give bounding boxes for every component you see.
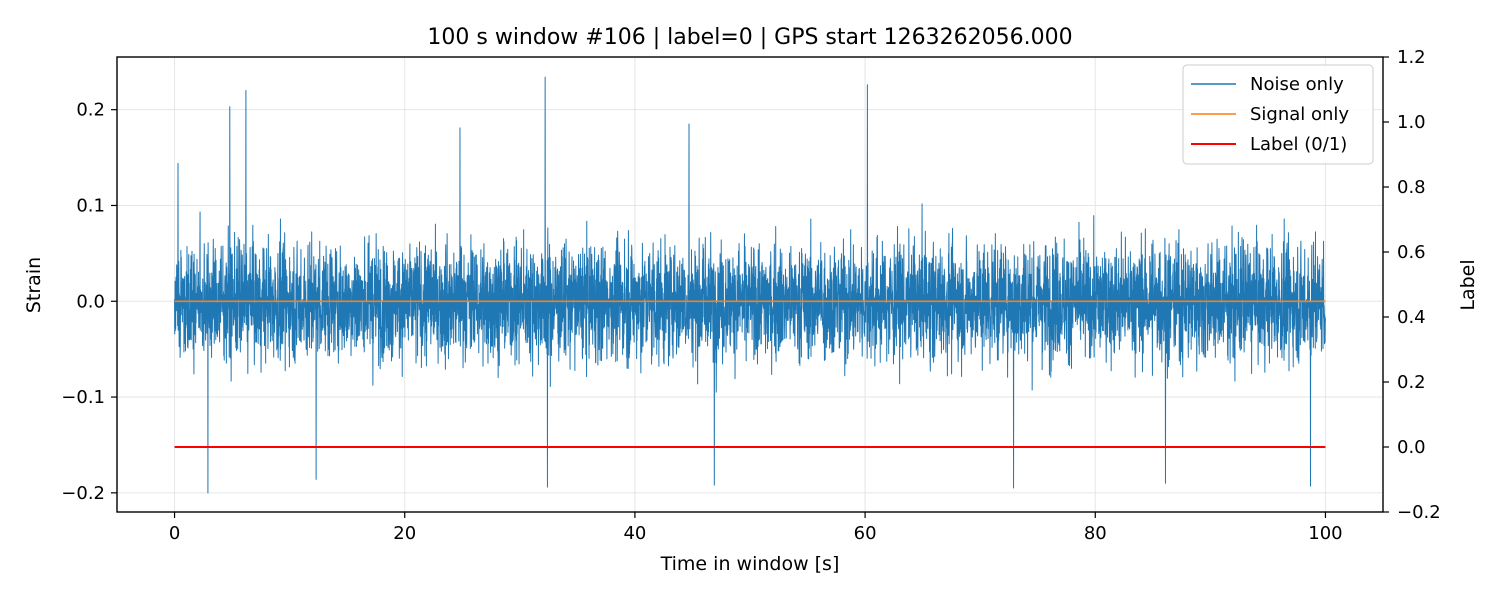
axis-ticks: 0 20 40 60 80 100 −0.2 −0.1 0.0 0.1 0.2 −0.2 0.0 0.2 0…	[61, 47, 1440, 544]
y2-tick-label: 0.4	[1397, 307, 1426, 328]
y2-tick-label: 0.8	[1397, 177, 1426, 198]
legend-box	[1182, 64, 1374, 165]
legend-label-signal: Signal only	[1250, 104, 1349, 125]
x-tick-label: 60	[854, 523, 877, 544]
series-noise-line	[174, 76, 1326, 494]
y-tick-label: −0.1	[61, 387, 105, 408]
chart-title: 100 s window #106 | label=0 | GPS start …	[427, 25, 1072, 50]
axes-frame	[116, 56, 1384, 513]
y2-tick-label: 0.2	[1397, 372, 1426, 393]
y2-tick-label: −0.2	[1397, 502, 1441, 523]
y2-tick-label: 0.0	[1397, 437, 1426, 458]
y-tick-label: 0.0	[76, 291, 105, 312]
y-tick-label: −0.2	[61, 483, 105, 504]
legend: Noise only Signal only Label (0/1)	[1182, 64, 1374, 165]
y2-tick-label: 1.0	[1397, 112, 1426, 133]
y2-tick-label: 1.2	[1397, 47, 1426, 68]
x-tick-label: 20	[393, 523, 416, 544]
x-tick-label: 40	[623, 523, 646, 544]
y2-tick-label: 0.6	[1397, 242, 1426, 263]
x-axis-label: Time in window [s]	[660, 553, 840, 575]
x-tick-label: 80	[1084, 523, 1107, 544]
y2-axis-label: Label	[1457, 259, 1479, 310]
y-axis-label: Strain	[23, 257, 45, 313]
x-tick-label: 0	[169, 523, 180, 544]
y-tick-label: 0.2	[76, 100, 105, 121]
legend-label-noise: Noise only	[1250, 74, 1344, 95]
y-tick-label: 0.1	[76, 195, 105, 216]
legend-label-label: Label (0/1)	[1250, 134, 1347, 155]
plot-area	[174, 76, 1326, 494]
x-tick-label: 100	[1308, 523, 1342, 544]
